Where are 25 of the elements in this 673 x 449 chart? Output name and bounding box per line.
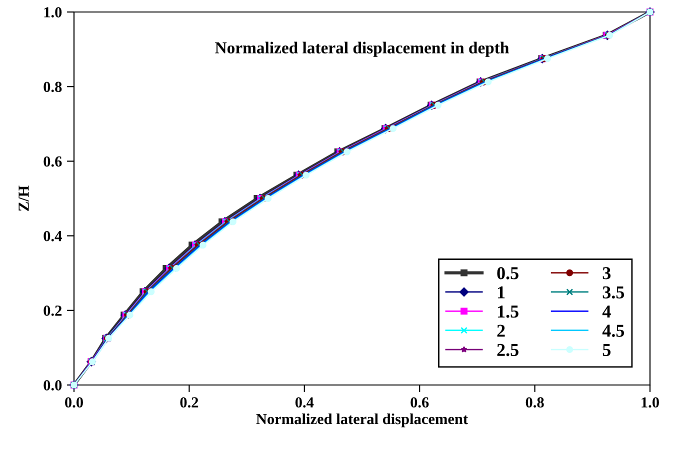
y-tick-label: 0.8 — [44, 82, 62, 92]
y-tick-label: 0.0 — [44, 380, 62, 391]
legend-label: 2 — [497, 324, 505, 337]
y-axis-title: Z/H — [18, 186, 29, 211]
legend-label: 2.5 — [497, 344, 518, 356]
x-tick-label: 0.8 — [526, 397, 544, 408]
y-tick-label: 0.2 — [44, 306, 62, 316]
legend-label: 3 — [602, 267, 611, 280]
legend-label: 5 — [602, 344, 611, 356]
legend-label: 3.5 — [602, 286, 624, 299]
legend-label: 0.5 — [497, 267, 518, 280]
y-tick-label: 1.0 — [44, 7, 62, 18]
y-tick-label: 0.4 — [44, 230, 62, 242]
x-tick-label: 0.6 — [410, 397, 429, 408]
x-axis-title: Normalized lateral displacement — [256, 413, 468, 428]
x-tick-label: 0.2 — [180, 397, 198, 408]
x-tick-label: 0.4 — [295, 397, 314, 408]
legend-label: 1.5 — [498, 306, 518, 318]
x-tick-label: 1.0 — [642, 397, 659, 408]
x-tick-label: 0.0 — [65, 397, 83, 408]
text: Normalized lateral displacement in depth — [215, 42, 509, 57]
legend-label: 1 — [498, 286, 505, 298]
legend-label: 4 — [602, 306, 611, 318]
y-tick-label: 0.6 — [44, 156, 62, 167]
legend-label: 4.5 — [602, 324, 624, 337]
